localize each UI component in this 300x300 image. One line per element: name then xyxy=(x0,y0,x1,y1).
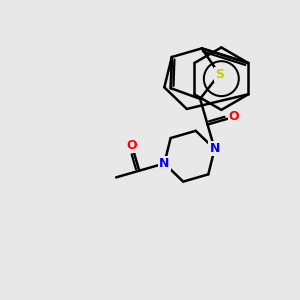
Text: O: O xyxy=(229,110,239,124)
Text: N: N xyxy=(209,142,220,155)
Text: S: S xyxy=(215,68,224,81)
Text: N: N xyxy=(159,157,170,170)
Text: O: O xyxy=(127,139,137,152)
